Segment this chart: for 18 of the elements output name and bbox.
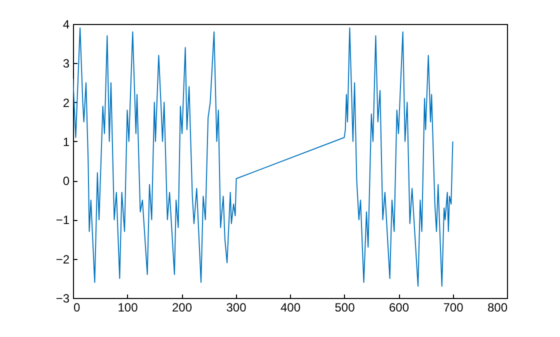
- line-series: [73, 27, 454, 287]
- x-tick-label: 400: [280, 300, 301, 314]
- y-tick-label: 2: [62, 96, 70, 110]
- x-tick-label: 800: [487, 300, 508, 314]
- x-tick-label: 500: [334, 300, 356, 314]
- x-tick-label: 700: [443, 300, 464, 314]
- y-tick-label: 4: [62, 18, 70, 32]
- x-tick-label: 600: [388, 300, 410, 314]
- x-tick-label: 200: [172, 300, 192, 314]
- y-tick-label: −1: [56, 213, 70, 228]
- y-tick-label: 0: [62, 174, 70, 188]
- y-tick-label: 3: [62, 56, 70, 71]
- y-tick-label: −3: [56, 292, 70, 306]
- y-tick-label: −2: [56, 252, 70, 266]
- x-tick-label: 100: [118, 300, 138, 314]
- x-tick-label: 0: [74, 300, 80, 314]
- x-tick-label: 300: [226, 300, 247, 314]
- y-tick-label: 1: [62, 134, 70, 149]
